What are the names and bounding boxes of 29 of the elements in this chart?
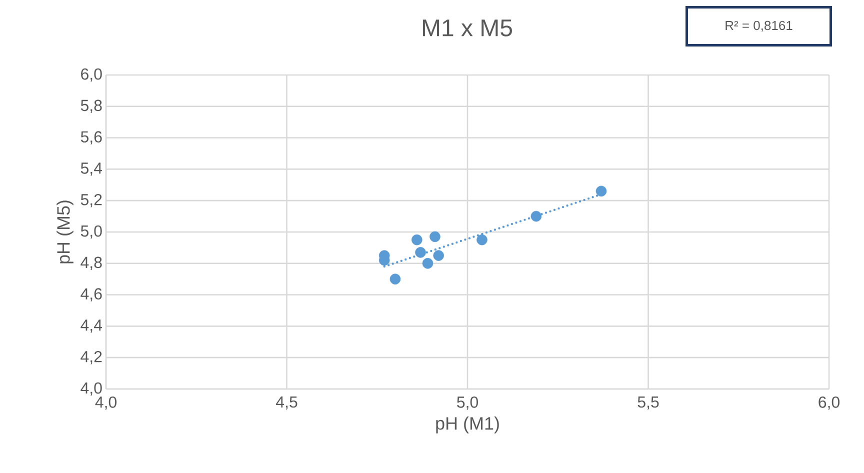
- x-tick-label: 4,5: [276, 396, 298, 410]
- y-tick-label: 5,2: [80, 194, 102, 208]
- x-axis-title: pH (M1): [436, 416, 499, 434]
- y-tick-label: 5,6: [80, 131, 102, 144]
- point: [476, 234, 488, 246]
- point: [415, 246, 426, 258]
- y-tick-label: 4,0: [80, 382, 102, 396]
- y-tick-label: 4,2: [80, 350, 102, 364]
- x-tick-label: 5,5: [638, 396, 659, 410]
- point: [390, 274, 401, 284]
- y-tick-label: 4,6: [80, 288, 102, 302]
- y-tick-label: 5,8: [80, 100, 102, 113]
- x-tick-label: 4,0: [95, 396, 117, 410]
- point: [530, 210, 542, 222]
- y-axis-title: pH (M5): [56, 200, 74, 264]
- point: [596, 186, 607, 197]
- x-tick-label: 5,0: [457, 396, 478, 410]
- y-tick-label: 4,8: [80, 256, 102, 270]
- y-tick-label: 5,0: [80, 225, 102, 239]
- text: R² = 0,8161: [726, 20, 792, 32]
- point: [422, 258, 434, 269]
- point: [433, 250, 444, 261]
- chart-title: M1 x M5: [422, 20, 512, 36]
- point: [412, 234, 422, 246]
- x-tick-label: 6,0: [818, 396, 840, 410]
- y-tick-label: 4,4: [80, 320, 102, 333]
- point: [430, 231, 440, 242]
- y-tick-label: 6,0: [81, 68, 102, 82]
- y-tick-label: 5,4: [80, 162, 102, 176]
